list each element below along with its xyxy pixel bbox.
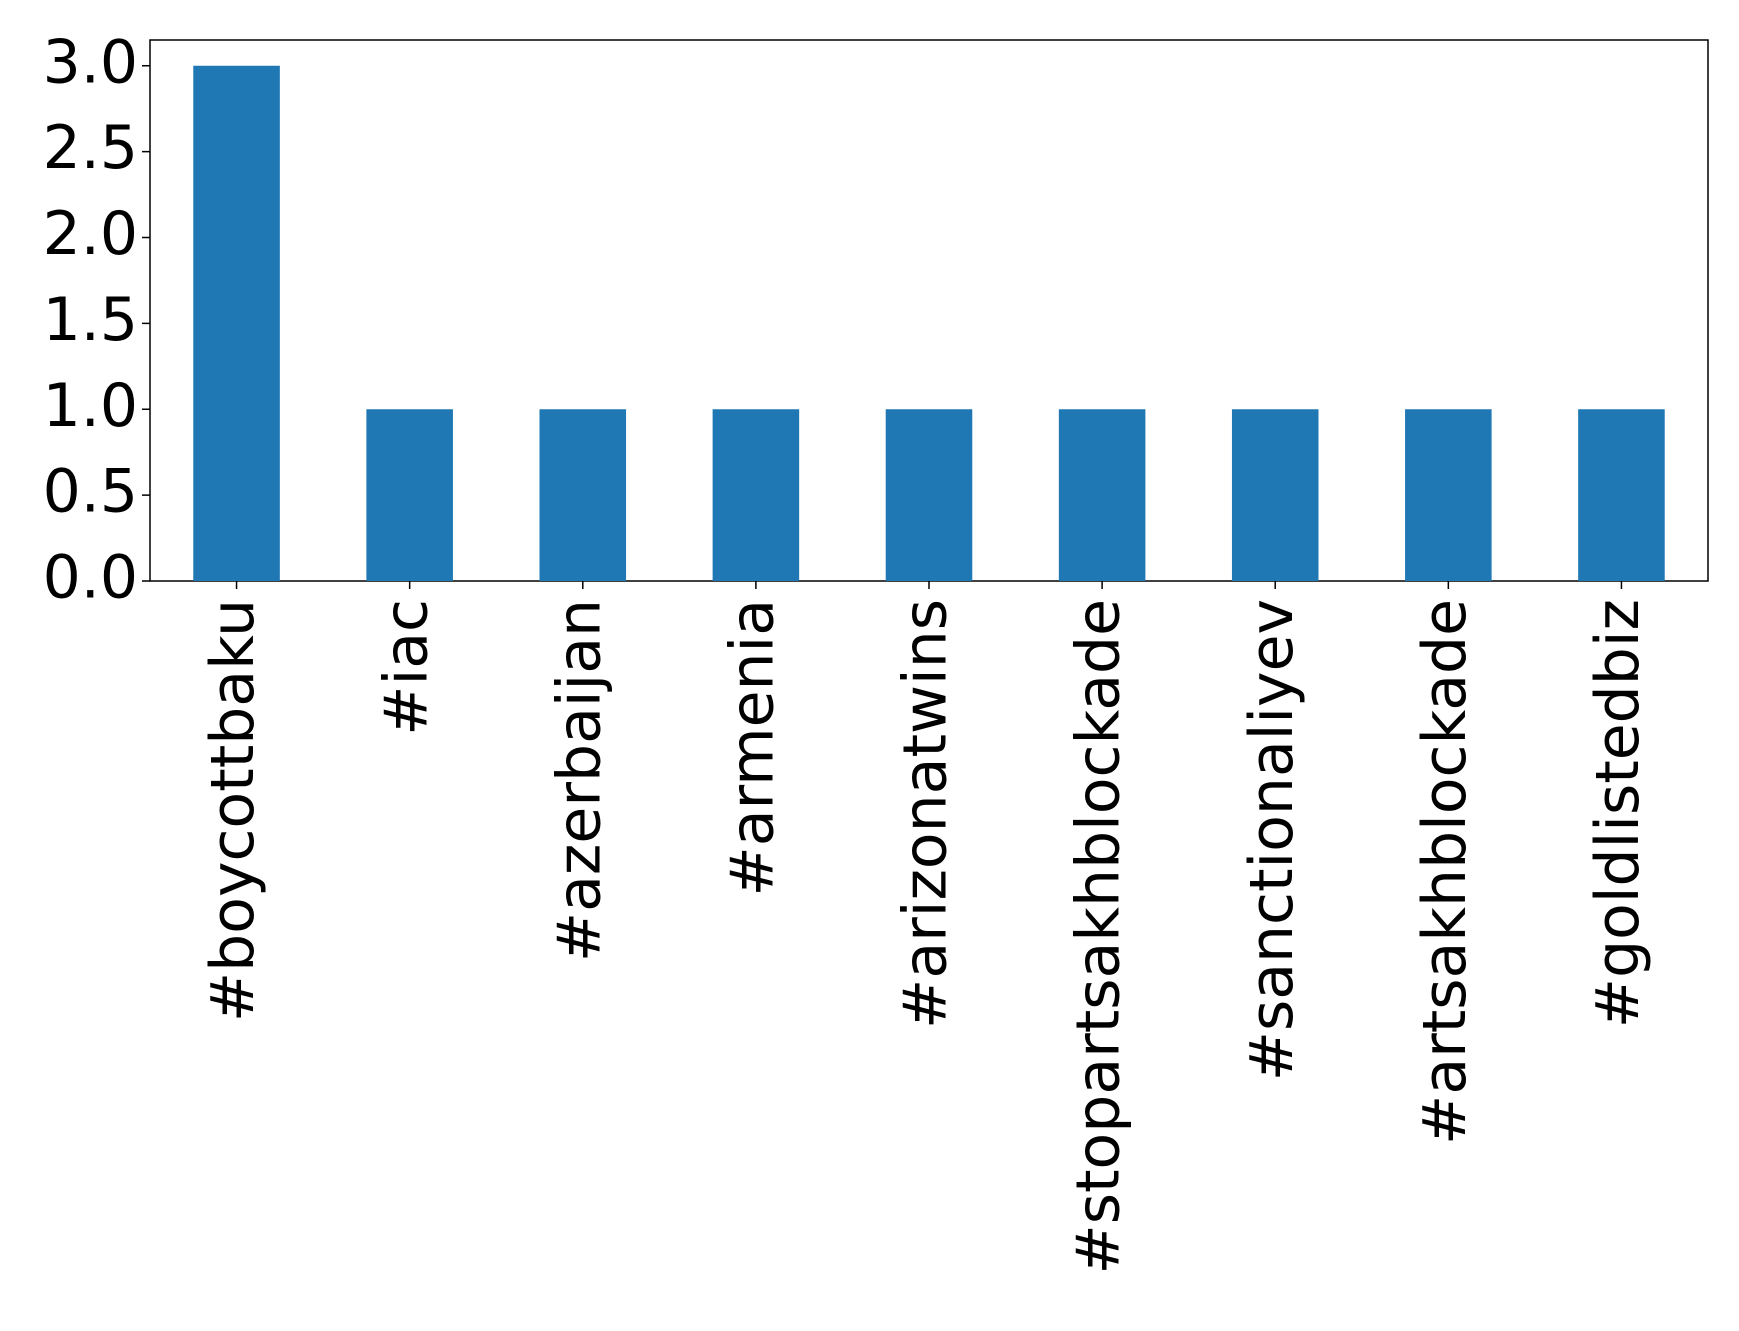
y-tick-label: 0.5 [43, 457, 138, 527]
y-tick-label: 1.0 [43, 371, 138, 441]
bar [1058, 409, 1146, 581]
x-tick-label: #iac [371, 599, 441, 736]
x-tick-label: #stopartsakhblockade [1064, 599, 1134, 1275]
bar [193, 65, 280, 581]
y-tick-label: 3.0 [43, 27, 138, 97]
bar [712, 409, 800, 581]
bar [885, 409, 973, 581]
x-tick-label: #boycottbaku [198, 599, 268, 1022]
x-tick-label: #sanctionaliyev [1237, 599, 1307, 1081]
bar [539, 409, 627, 581]
x-tick-label: #artsakhblockade [1410, 599, 1480, 1145]
y-tick-label: 1.5 [43, 285, 138, 355]
x-tick-label: #azerbaijan [544, 599, 614, 962]
x-tick-label: #goldlistedbiz [1583, 599, 1653, 1028]
y-tick-label: 0.0 [43, 543, 138, 613]
x-tick-label: #arizonatwins [891, 599, 961, 1029]
y-tick-label: 2.0 [43, 199, 138, 269]
y-tick-label: 2.5 [43, 113, 138, 183]
bar [366, 409, 453, 581]
x-tick-label: #armenia [717, 599, 787, 896]
bar [1231, 409, 1319, 581]
bar [1578, 409, 1665, 581]
bar [1405, 409, 1492, 581]
